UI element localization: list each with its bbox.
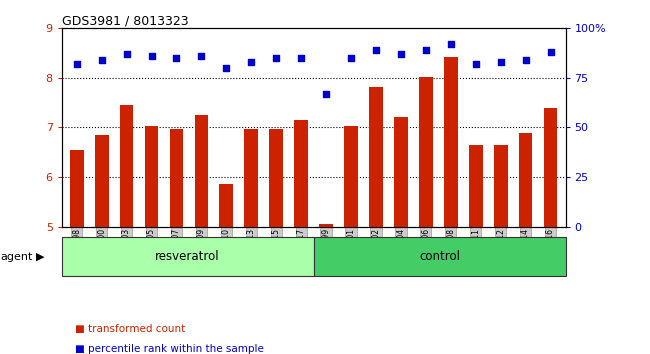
Text: ▶: ▶ <box>36 252 44 262</box>
Point <box>321 91 332 97</box>
Point <box>521 57 531 63</box>
Bar <box>294 120 308 227</box>
Text: control: control <box>419 250 460 263</box>
Bar <box>145 126 159 227</box>
Text: ■ percentile rank within the sample: ■ percentile rank within the sample <box>75 344 264 354</box>
Point <box>221 65 231 71</box>
Point <box>370 47 381 53</box>
Bar <box>394 116 408 227</box>
Point <box>446 41 456 47</box>
Point <box>146 53 157 59</box>
Bar <box>95 135 109 227</box>
Point <box>421 47 431 53</box>
Text: resveratrol: resveratrol <box>155 250 220 263</box>
Bar <box>469 145 482 227</box>
Bar <box>313 237 566 276</box>
Point <box>96 57 107 63</box>
Bar <box>444 57 458 227</box>
Bar <box>543 108 558 227</box>
Point <box>246 59 257 65</box>
Text: agent: agent <box>1 252 33 262</box>
Point <box>471 61 481 67</box>
Bar <box>269 129 283 227</box>
Bar <box>519 133 532 227</box>
Text: ■ transformed count: ■ transformed count <box>75 324 185 334</box>
Bar <box>170 129 183 227</box>
Point <box>495 59 506 65</box>
Text: GDS3981 / 8013323: GDS3981 / 8013323 <box>62 14 188 27</box>
Bar <box>220 184 233 227</box>
Bar <box>70 150 84 227</box>
Bar <box>62 237 313 276</box>
Point <box>196 53 207 59</box>
Bar <box>319 224 333 227</box>
Point <box>122 51 132 57</box>
Point <box>545 49 556 55</box>
Point <box>346 55 356 61</box>
Bar <box>344 126 358 227</box>
Bar <box>369 87 383 227</box>
Point <box>396 51 406 57</box>
Bar <box>419 77 433 227</box>
Bar <box>194 115 208 227</box>
Point <box>72 61 82 67</box>
Bar <box>494 145 508 227</box>
Point <box>271 55 281 61</box>
Bar <box>244 129 258 227</box>
Point <box>296 55 306 61</box>
Point <box>171 55 181 61</box>
Bar <box>120 105 133 227</box>
